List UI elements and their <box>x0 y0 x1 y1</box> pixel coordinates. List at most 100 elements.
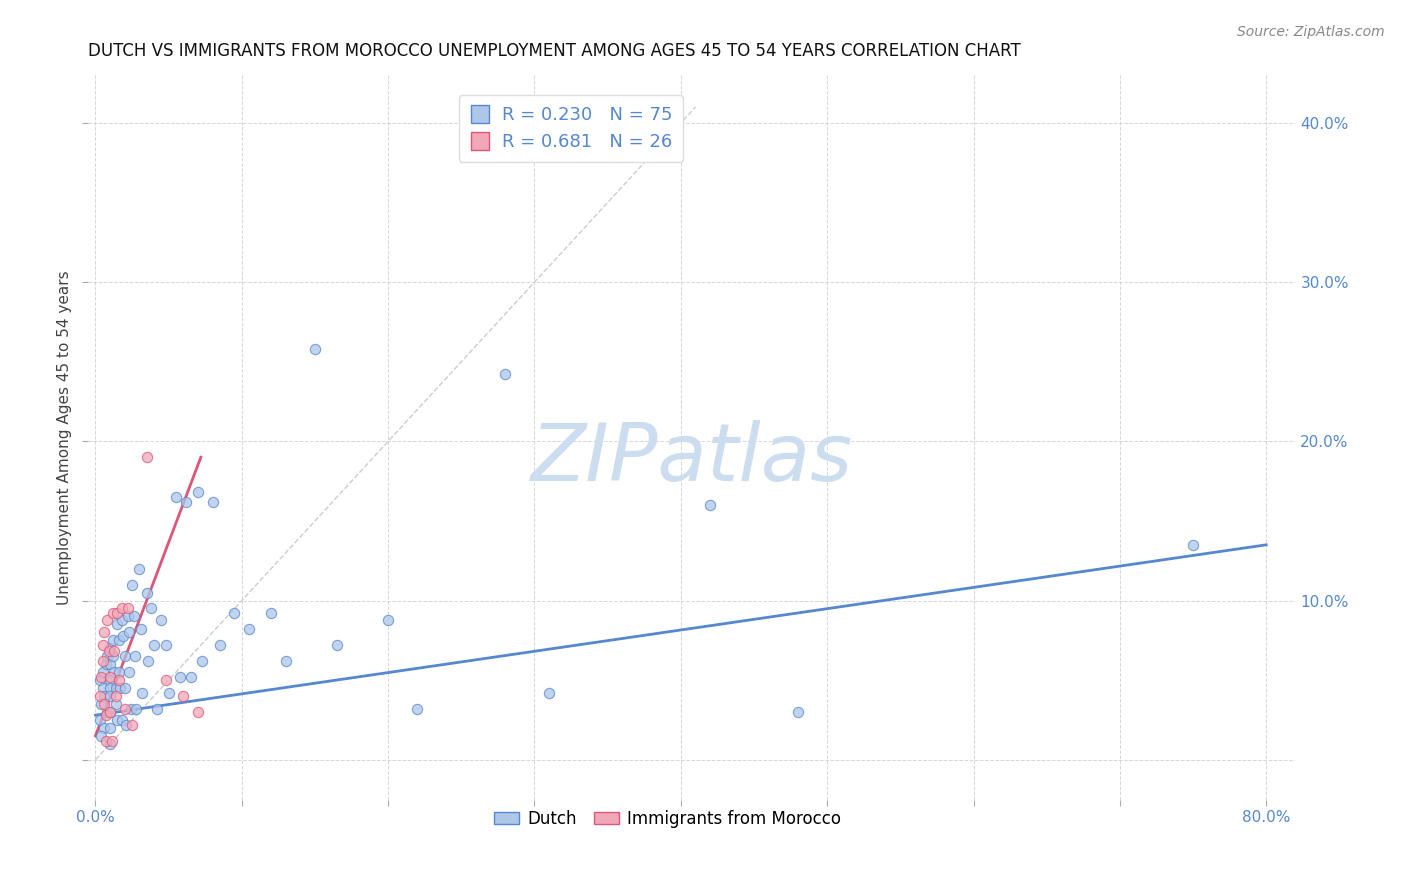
Point <box>115 717 138 731</box>
Point <box>98 705 121 719</box>
Point <box>135 585 157 599</box>
Point <box>114 702 136 716</box>
Point <box>377 613 399 627</box>
Point <box>191 654 214 668</box>
Point <box>121 717 143 731</box>
Point <box>97 644 120 658</box>
Point <box>117 601 139 615</box>
Point <box>98 641 121 656</box>
Point <box>98 737 121 751</box>
Point <box>117 609 139 624</box>
Point <box>494 368 516 382</box>
Point <box>91 681 114 695</box>
Point <box>96 705 118 719</box>
Point <box>169 670 191 684</box>
Point <box>128 562 150 576</box>
Point <box>326 638 349 652</box>
Point <box>1182 538 1205 552</box>
Point <box>98 670 121 684</box>
Point <box>89 673 111 687</box>
Point <box>90 729 112 743</box>
Y-axis label: Unemployment Among Ages 45 to 54 years: Unemployment Among Ages 45 to 54 years <box>58 270 72 605</box>
Text: DUTCH VS IMMIGRANTS FROM MOROCCO UNEMPLOYMENT AMONG AGES 45 TO 54 YEARS CORRELAT: DUTCH VS IMMIGRANTS FROM MOROCCO UNEMPLO… <box>89 42 1021 60</box>
Point <box>108 633 131 648</box>
Point <box>165 490 187 504</box>
Point <box>208 638 231 652</box>
Point <box>201 495 224 509</box>
Point <box>122 609 145 624</box>
Point <box>125 702 148 716</box>
Point <box>118 665 141 680</box>
Point <box>101 649 124 664</box>
Point <box>94 733 117 747</box>
Point <box>172 689 194 703</box>
Point <box>101 633 124 648</box>
Text: ZIPatlas: ZIPatlas <box>530 420 853 498</box>
Point <box>120 702 142 716</box>
Point <box>155 673 177 687</box>
Point <box>98 681 121 695</box>
Point <box>136 654 159 668</box>
Point <box>94 657 117 672</box>
Point <box>112 629 135 643</box>
Point <box>90 670 112 684</box>
Point <box>274 654 297 668</box>
Point <box>96 613 118 627</box>
Point <box>110 681 132 695</box>
Point <box>108 665 131 680</box>
Point <box>98 673 121 687</box>
Point <box>107 607 129 621</box>
Point <box>100 733 122 747</box>
Point <box>146 702 169 716</box>
Point <box>98 705 121 719</box>
Point <box>699 498 721 512</box>
Point <box>139 601 162 615</box>
Point <box>90 697 112 711</box>
Point <box>304 342 326 356</box>
Point <box>155 638 177 652</box>
Point <box>98 689 121 703</box>
Point <box>111 613 134 627</box>
Point <box>104 689 127 703</box>
Point <box>121 577 143 591</box>
Point <box>406 702 429 716</box>
Point <box>103 644 125 658</box>
Point <box>96 649 118 664</box>
Point <box>101 607 124 621</box>
Point <box>89 713 111 727</box>
Point <box>104 681 127 695</box>
Point <box>174 495 197 509</box>
Point <box>103 665 125 680</box>
Point <box>91 665 114 680</box>
Text: Source: ZipAtlas.com: Source: ZipAtlas.com <box>1237 25 1385 39</box>
Point <box>143 638 166 652</box>
Point <box>107 617 129 632</box>
Point <box>238 622 260 636</box>
Point <box>131 686 153 700</box>
Point <box>93 625 115 640</box>
Point <box>104 697 127 711</box>
Point <box>111 713 134 727</box>
Point <box>93 689 115 703</box>
Point <box>187 485 209 500</box>
Point <box>118 625 141 640</box>
Point <box>94 708 117 723</box>
Point <box>129 622 152 636</box>
Point <box>135 450 157 465</box>
Point <box>98 721 121 735</box>
Point <box>150 613 173 627</box>
Point <box>114 681 136 695</box>
Point <box>180 670 202 684</box>
Point <box>91 654 114 668</box>
Point <box>114 649 136 664</box>
Point <box>538 686 561 700</box>
Point <box>786 705 808 719</box>
Point <box>224 607 246 621</box>
Point <box>124 649 146 664</box>
Point <box>91 638 114 652</box>
Point <box>93 721 115 735</box>
Legend: Dutch, Immigrants from Morocco: Dutch, Immigrants from Morocco <box>488 804 848 835</box>
Point <box>107 713 129 727</box>
Point <box>98 657 121 672</box>
Point <box>260 607 283 621</box>
